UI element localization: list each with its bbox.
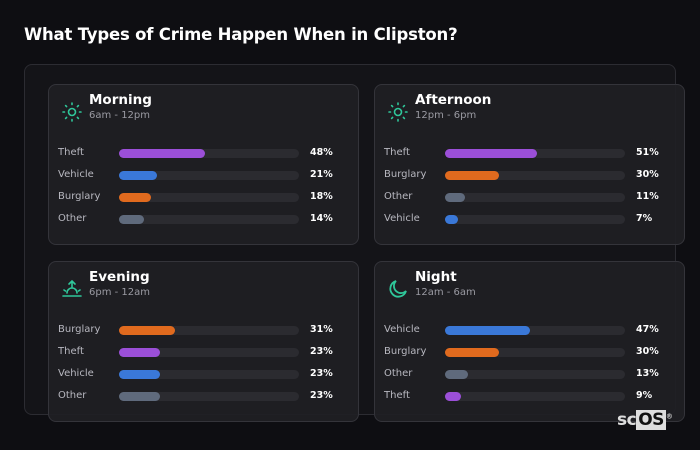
bar-fill bbox=[119, 392, 161, 401]
crime-percent: 13% bbox=[636, 368, 659, 379]
crime-percent: 23% bbox=[310, 346, 333, 357]
crime-percent: 48% bbox=[310, 147, 333, 158]
crime-percent: 7% bbox=[636, 213, 653, 224]
crime-row: Vehicle 7% bbox=[384, 213, 684, 227]
bar-track bbox=[119, 171, 299, 180]
crime-percent: 47% bbox=[636, 324, 659, 335]
bar-track bbox=[119, 392, 299, 401]
crime-row: Vehicle 23% bbox=[58, 368, 358, 382]
bar-fill bbox=[445, 348, 499, 357]
bar-track bbox=[119, 348, 299, 357]
sunset-icon bbox=[61, 278, 83, 300]
crime-percent: 14% bbox=[310, 213, 333, 224]
bar-track bbox=[445, 392, 625, 401]
crime-label: Other bbox=[58, 390, 87, 401]
sun-icon bbox=[387, 101, 409, 123]
crime-row: Theft 51% bbox=[384, 147, 684, 161]
page-title: What Types of Crime Happen When in Clips… bbox=[24, 25, 458, 44]
crime-label: Vehicle bbox=[58, 368, 94, 379]
bar-fill bbox=[445, 370, 469, 379]
bar-fill bbox=[445, 392, 462, 401]
crime-label: Burglary bbox=[58, 324, 101, 335]
crime-percent: 18% bbox=[310, 191, 333, 202]
sun-icon bbox=[61, 101, 83, 123]
crime-row: Burglary 30% bbox=[384, 346, 684, 360]
crime-percent: 51% bbox=[636, 147, 659, 158]
bar-track bbox=[119, 326, 299, 335]
bar-track bbox=[445, 171, 625, 180]
card-title: Night bbox=[415, 269, 457, 285]
crime-percent: 9% bbox=[636, 390, 653, 401]
bar-fill bbox=[119, 348, 161, 357]
crime-row: Burglary 31% bbox=[58, 324, 358, 338]
bar-fill bbox=[445, 149, 537, 158]
crime-label: Vehicle bbox=[58, 169, 94, 180]
crime-percent: 21% bbox=[310, 169, 333, 180]
crime-row: Burglary 30% bbox=[384, 169, 684, 183]
card-title: Afternoon bbox=[415, 92, 492, 108]
crime-label: Other bbox=[384, 191, 413, 202]
bar-fill bbox=[445, 171, 499, 180]
bar-track bbox=[445, 326, 625, 335]
crime-percent: 30% bbox=[636, 169, 659, 180]
crime-label: Burglary bbox=[384, 169, 427, 180]
bar-track bbox=[445, 215, 625, 224]
card-time-range: 6am - 12pm bbox=[89, 110, 151, 121]
card-time-range: 12am - 6am bbox=[415, 287, 476, 298]
bar-track bbox=[445, 193, 625, 202]
crime-percent: 23% bbox=[310, 390, 333, 401]
bar-fill bbox=[119, 326, 175, 335]
crime-row: Burglary 18% bbox=[58, 191, 358, 205]
crime-percent: 31% bbox=[310, 324, 333, 335]
crime-row: Other 14% bbox=[58, 213, 358, 227]
bar-fill bbox=[119, 215, 145, 224]
crime-row: Other 13% bbox=[384, 368, 684, 382]
crime-label: Theft bbox=[384, 390, 410, 401]
crime-row: Vehicle 47% bbox=[384, 324, 684, 338]
bar-track bbox=[119, 215, 299, 224]
crime-label: Other bbox=[384, 368, 413, 379]
bar-track bbox=[445, 370, 625, 379]
scos-logo: sc OS ® bbox=[617, 410, 673, 430]
bar-fill bbox=[445, 326, 530, 335]
crime-percent: 11% bbox=[636, 191, 659, 202]
crime-label: Vehicle bbox=[384, 213, 420, 224]
bar-fill bbox=[119, 193, 152, 202]
bar-fill bbox=[119, 370, 161, 379]
card-afternoon: Afternoon 12pm - 6pm Theft 51% Burglary … bbox=[374, 84, 685, 245]
bar-fill bbox=[119, 149, 206, 158]
crime-label: Vehicle bbox=[384, 324, 420, 335]
moon-icon bbox=[387, 278, 409, 300]
bar-track bbox=[445, 348, 625, 357]
bar-track bbox=[119, 370, 299, 379]
crime-label: Burglary bbox=[58, 191, 101, 202]
card-time-range: 12pm - 6pm bbox=[415, 110, 477, 121]
bar-fill bbox=[445, 193, 465, 202]
crime-label: Theft bbox=[58, 346, 84, 357]
crime-row: Vehicle 21% bbox=[58, 169, 358, 183]
crime-label: Other bbox=[58, 213, 87, 224]
crime-label: Theft bbox=[384, 147, 410, 158]
card-evening: Evening 6pm - 12am Burglary 31% Theft 23… bbox=[48, 261, 359, 422]
crime-percent: 23% bbox=[310, 368, 333, 379]
bar-track bbox=[445, 149, 625, 158]
card-morning: Morning 6am - 12pm Theft 48% Vehicle 21%… bbox=[48, 84, 359, 245]
crime-row: Other 11% bbox=[384, 191, 684, 205]
crime-label: Theft bbox=[58, 147, 84, 158]
card-night: Night 12am - 6am Vehicle 47% Burglary 30… bbox=[374, 261, 685, 422]
bar-fill bbox=[119, 171, 157, 180]
crime-label: Burglary bbox=[384, 346, 427, 357]
card-time-range: 6pm - 12am bbox=[89, 287, 151, 298]
card-title: Morning bbox=[89, 92, 152, 108]
bar-fill bbox=[445, 215, 458, 224]
card-title: Evening bbox=[89, 269, 150, 285]
crime-row: Theft 23% bbox=[58, 346, 358, 360]
crime-row: Other 23% bbox=[58, 390, 358, 404]
bar-track bbox=[119, 193, 299, 202]
crime-percent: 30% bbox=[636, 346, 659, 357]
crime-row: Theft 48% bbox=[58, 147, 358, 161]
crime-row: Theft 9% bbox=[384, 390, 684, 404]
bar-track bbox=[119, 149, 299, 158]
